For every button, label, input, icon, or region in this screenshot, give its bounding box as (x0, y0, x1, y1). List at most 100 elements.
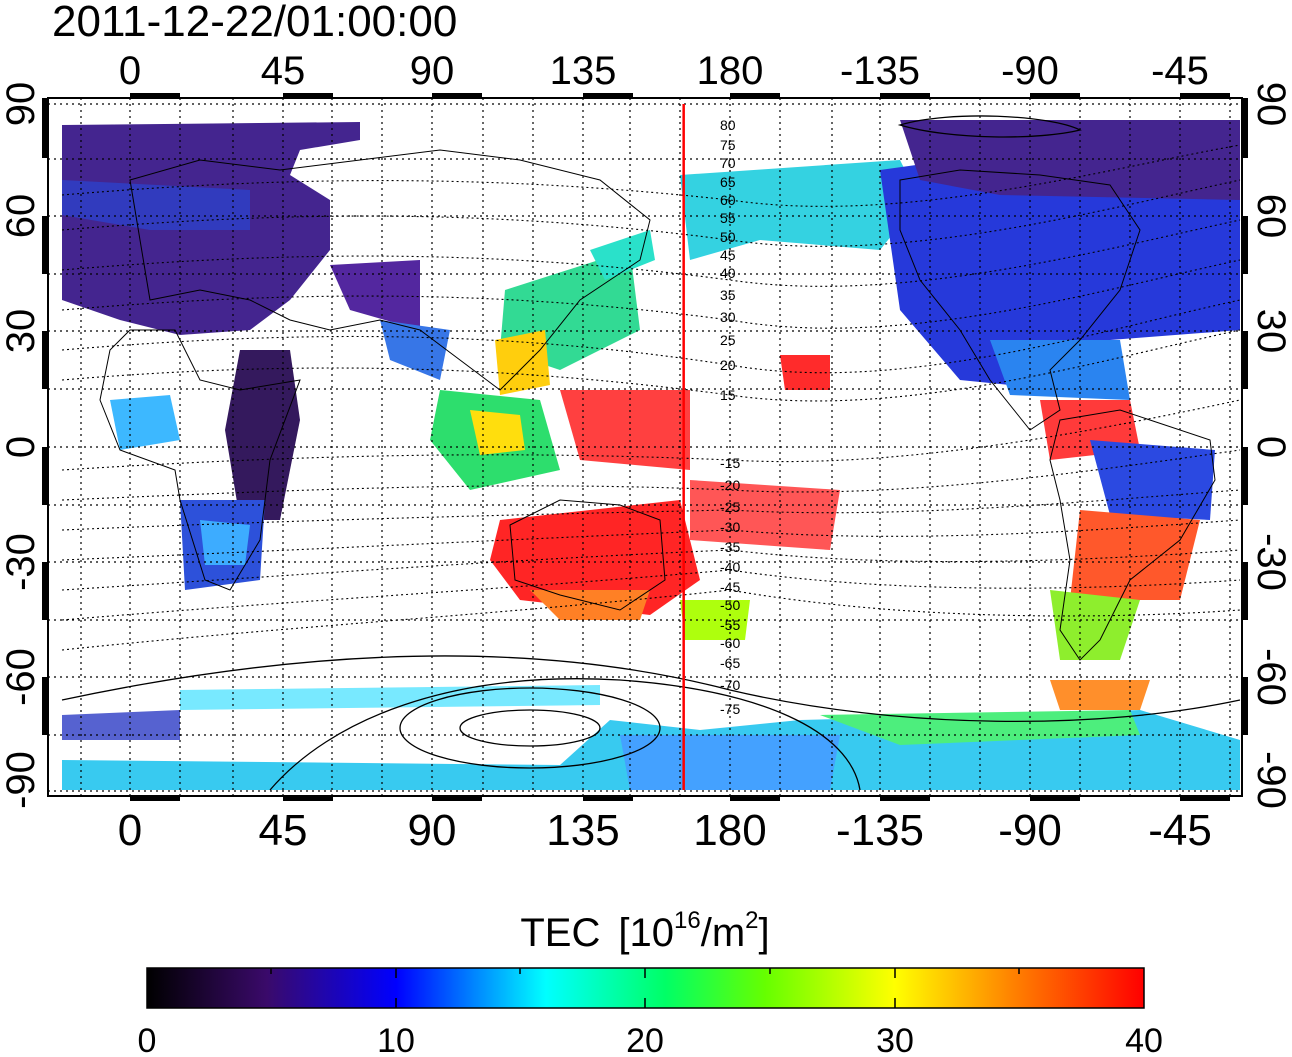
colorbar-unit-base: 10 (630, 911, 675, 955)
tec-region-pacific-red (560, 390, 690, 470)
polar-contours (61, 115, 1241, 791)
contour-label: 65 (720, 174, 736, 190)
frame-axis-bars (42, 93, 1248, 801)
contour-label: -35 (720, 539, 740, 555)
tec-region-asia-purple (330, 260, 420, 330)
x-tick-bottom: 0 (118, 806, 142, 855)
tec-region-antarctica-green (820, 710, 1140, 745)
contour-label: -45 (720, 579, 740, 595)
contour-label: 50 (720, 229, 736, 245)
y-tick-left: 0 (0, 436, 43, 458)
contour-label: 55 (720, 210, 736, 226)
contour-label: 80 (720, 117, 736, 133)
colorbar-tick-labels: 0 10 20 30 40 (138, 1022, 1163, 1057)
y-tick-right: 60 (1249, 194, 1292, 239)
x-tick-bottom: -90 (998, 806, 1062, 855)
y-tick-right: -60 (1249, 648, 1292, 706)
tec-region-south-america-south (1050, 590, 1140, 660)
x-tick-bottom: 180 (693, 806, 766, 855)
contour-label: -20 (720, 477, 740, 493)
contour-label: -40 (720, 559, 740, 575)
tec-region-antarctica-blue (620, 735, 840, 790)
colorbar-unit-exp: 16 (674, 907, 701, 934)
contour-label: -25 (720, 499, 740, 515)
y-tick-right: 30 (1249, 309, 1292, 354)
tec-region-arabia (380, 320, 450, 380)
y-axis-left: 90 60 30 0 -30 -60 -90 (0, 82, 43, 809)
tec-region-brazil (1090, 440, 1215, 520)
contour-label: -30 (720, 519, 740, 535)
y-tick-left: 30 (0, 309, 43, 354)
contour-label: 75 (720, 137, 736, 153)
x-tick-top: 45 (261, 49, 306, 93)
tec-region-southern-ocean (180, 685, 600, 710)
contour-label: -15 (720, 455, 740, 471)
colorbar-tick-label: 10 (377, 1022, 415, 1057)
x-tick-top: -90 (1001, 49, 1059, 93)
contour-label: 45 (720, 247, 736, 263)
y-tick-right: 90 (1249, 82, 1292, 127)
x-tick-bottom: 135 (546, 806, 619, 855)
tec-region-drake (1050, 680, 1150, 710)
colorbar-tick-label: 40 (1125, 1022, 1163, 1057)
contour-label: -50 (720, 597, 740, 613)
colorbar-unit-mid: /m (701, 911, 745, 955)
contour-label: 25 (720, 332, 736, 348)
x-tick-bottom: 45 (259, 806, 308, 855)
x-tick-top: 0 (119, 49, 141, 93)
colorbar-ticks (270, 968, 1020, 1008)
tec-region-indonesia-core (470, 410, 525, 455)
tec-region-australia-south (530, 590, 650, 620)
tec-region-australia (490, 500, 700, 615)
colorbar-unit-exp2: 2 (745, 907, 758, 934)
x-tick-bottom: -135 (836, 806, 924, 855)
tec-region-china-south (495, 330, 550, 395)
tec-region-south-america-mid (1070, 510, 1200, 600)
tec-region-africa-east (225, 350, 300, 520)
x-tick-top: 90 (410, 49, 455, 93)
tec-region-africa-tip (200, 520, 250, 565)
tec-region-pacific-red-2 (690, 480, 840, 550)
tec-region-arctic-na (900, 120, 1240, 200)
contour-label: 60 (720, 192, 736, 208)
tec-region-southern-ocean-blue (62, 710, 180, 740)
y-tick-right: 0 (1249, 436, 1292, 458)
y-axis-right: 90 60 30 0 -30 -60 -90 (1249, 82, 1292, 809)
colorbar-tick-label: 0 (138, 1022, 157, 1057)
x-tick-bottom: 90 (408, 806, 457, 855)
x-tick-top: -45 (1151, 49, 1209, 93)
tec-region-mexico (990, 340, 1130, 400)
y-tick-left: 60 (0, 194, 43, 239)
contour-label: -55 (720, 617, 740, 633)
colorbar-title-text: TEC (520, 911, 600, 955)
contour-label: 35 (720, 287, 736, 303)
x-axis-top: 0 45 90 135 180 -135 -90 -45 (119, 49, 1209, 93)
contour-label: -65 (720, 655, 740, 671)
contour-label: -60 (720, 635, 740, 651)
tec-region-africa-west (110, 395, 180, 450)
tec-data-layer (62, 120, 1240, 790)
y-tick-right: -90 (1249, 751, 1292, 809)
colorbar-title: TEC [1016/m2] (520, 907, 769, 955)
y-tick-left: -60 (0, 648, 43, 706)
timestamp-title: 2011-12-22/01:00:00 (52, 0, 457, 46)
y-tick-right: -30 (1249, 533, 1292, 591)
contour-label: 40 (720, 265, 736, 281)
contour-label: 30 (720, 309, 736, 325)
contour-labels: 80 75 70 65 60 55 50 45 40 35 30 25 20 1… (720, 117, 740, 717)
x-tick-top: 180 (697, 49, 764, 93)
contour-label: 70 (720, 155, 736, 171)
colorbar-tick-label: 30 (876, 1022, 914, 1057)
colorbar-tick-label: 20 (626, 1022, 664, 1057)
x-axis-bottom: 0 45 90 135 180 -135 -90 -45 (118, 806, 1212, 855)
x-tick-bottom: -45 (1148, 806, 1212, 855)
x-tick-top: -135 (840, 49, 920, 93)
tec-region-europe-blue (62, 180, 250, 230)
y-tick-left: 90 (0, 82, 43, 127)
y-tick-left: -90 (0, 751, 43, 809)
tec-region-japan (590, 230, 655, 280)
x-tick-top: 135 (550, 49, 617, 93)
coastlines (99, 149, 1216, 661)
contour-label: -70 (720, 677, 740, 693)
